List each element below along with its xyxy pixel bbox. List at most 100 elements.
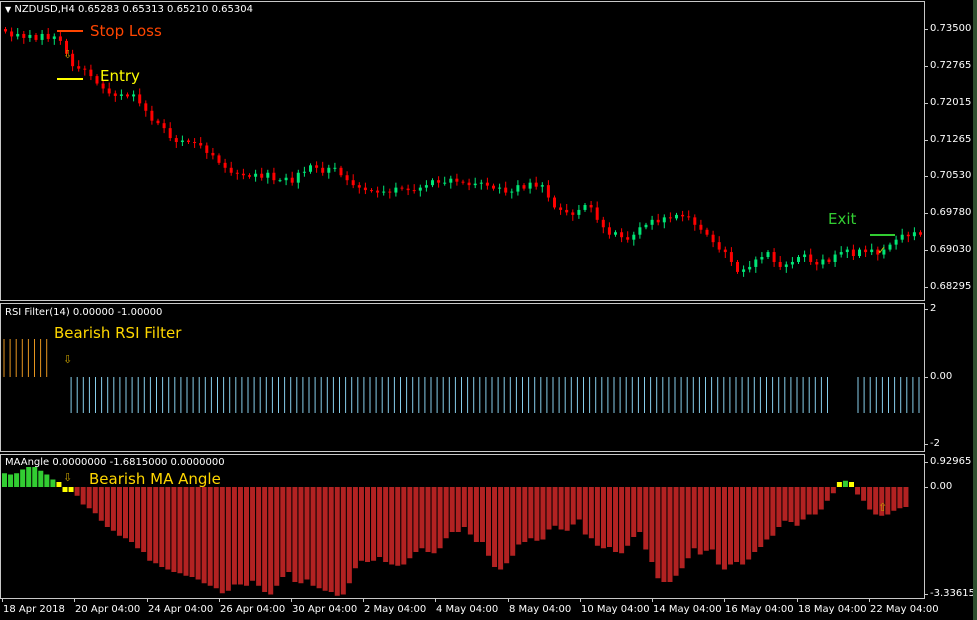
candle	[626, 231, 630, 243]
candle	[156, 118, 160, 126]
ma-bar-down	[262, 487, 268, 592]
candle	[797, 255, 800, 264]
ma-bar-down	[292, 487, 298, 582]
rsi-filter-panel[interactable]: RSI Filter(14) 0.00000 -1.00000 Bearish …	[0, 303, 925, 452]
candle	[717, 236, 721, 253]
exit-line	[870, 234, 895, 236]
candle	[577, 204, 581, 219]
time-tick	[291, 599, 292, 602]
rsi-filter-histogram	[3, 339, 920, 413]
ma-bar-down	[419, 487, 425, 549]
ma-bar-down	[740, 487, 746, 565]
ma-bar-down	[183, 487, 189, 576]
ma-bar-down	[903, 487, 909, 507]
ma-bar-down	[867, 487, 873, 510]
ma-bar-down	[461, 487, 467, 527]
candle	[235, 169, 239, 180]
ma-bar-down	[352, 487, 358, 569]
ma-bar-down	[752, 487, 758, 552]
candle	[333, 162, 337, 172]
axis-label: 0.00	[930, 481, 953, 492]
candle	[675, 212, 678, 221]
candle	[559, 203, 563, 215]
candle	[10, 27, 14, 42]
ma-bar-down	[455, 487, 461, 532]
candle	[223, 158, 227, 173]
ma-bar-down	[794, 487, 800, 526]
ma-bar-down	[147, 487, 153, 561]
time-tick	[508, 599, 509, 602]
time-label: 26 Apr 04:00	[220, 604, 286, 615]
ma-bar-down	[534, 487, 540, 541]
sell-arrow-icon: ⇩	[63, 353, 73, 366]
ma-bar-down	[371, 487, 377, 561]
candle	[784, 261, 788, 273]
ma-bar-down	[431, 487, 437, 554]
ma-bar-down	[510, 487, 516, 556]
candle	[260, 167, 264, 181]
candle	[473, 177, 477, 189]
ma-bar-down	[764, 487, 770, 540]
candle	[748, 260, 752, 273]
axis-label: 0.92965	[930, 456, 972, 467]
ma-bar-down	[256, 487, 262, 586]
axis-tick	[925, 487, 928, 488]
candle	[510, 188, 514, 199]
candle	[205, 142, 209, 159]
candle	[528, 178, 532, 194]
time-label: 2 May 04:00	[364, 604, 427, 615]
price-chart-panel[interactable]: ▼ NZDUSD,H4 0.65283 0.65313 0.65210 0.65…	[0, 1, 925, 301]
rsi-axis[interactable]: 2 0.00 -2	[925, 303, 977, 452]
ma-bar-down	[310, 487, 316, 586]
price-axis[interactable]: 0.73500 0.72765 0.72015 0.71265 0.70530 0.697…	[925, 0, 977, 300]
axis-tick	[925, 213, 928, 214]
ma-bar-down	[153, 487, 159, 564]
candle	[760, 252, 764, 264]
time-label: 22 May 04:00	[870, 604, 939, 615]
ma-bar-down	[649, 487, 655, 562]
ma-bar-down	[201, 487, 207, 584]
candle	[58, 31, 62, 45]
ma-bar-up	[20, 469, 26, 487]
candle	[83, 65, 87, 76]
candle	[107, 82, 111, 97]
candle	[40, 29, 44, 45]
ma-bar-down	[443, 487, 449, 539]
ma-bar-down	[709, 487, 715, 550]
axis-tick	[925, 287, 928, 288]
candle	[351, 174, 355, 189]
time-axis[interactable]: 18 Apr 2018 20 Apr 04:00 24 Apr 04:00 26 Ap…	[0, 599, 939, 620]
ma-angle-axis[interactable]: 0.92965 0.00 -3.33615	[925, 454, 977, 599]
candle	[266, 169, 270, 184]
ma-angle-title: MAAngle 0.0000000 -1.6815000 0.0000000	[5, 457, 225, 468]
candle	[52, 33, 56, 45]
candle	[71, 49, 75, 72]
ma-bar-down	[407, 487, 413, 559]
candle	[858, 247, 861, 259]
candle	[388, 188, 392, 199]
bearish-rsi-label: Bearish RSI Filter	[54, 324, 182, 342]
axis-tick	[925, 103, 928, 104]
dropdown-triangle-icon[interactable]: ▼	[5, 5, 12, 14]
ma-bar-down	[861, 487, 867, 501]
ma-angle-panel[interactable]: MAAngle 0.0000000 -1.6815000 0.0000000 B…	[0, 454, 925, 599]
candle	[650, 215, 654, 230]
ma-bar-down	[395, 487, 401, 566]
stop-loss-line	[57, 30, 83, 32]
candle	[766, 250, 770, 260]
ma-bar-down	[824, 487, 830, 501]
ma-bar-down	[141, 487, 147, 552]
candle	[699, 219, 703, 234]
chart-symbol-info: ▼ NZDUSD,H4 0.65283 0.65313 0.65210 0.65…	[5, 4, 253, 15]
candle	[821, 254, 825, 269]
candle	[882, 244, 886, 259]
ma-angle-histogram	[2, 467, 909, 596]
candle	[449, 175, 453, 189]
ma-bar-down	[631, 487, 637, 537]
candle	[644, 222, 648, 230]
time-label: 18 Apr 2018	[3, 604, 65, 615]
candle	[162, 119, 166, 134]
ma-bar-down	[316, 487, 322, 589]
ma-bar-down	[123, 487, 128, 539]
candle	[241, 168, 245, 180]
